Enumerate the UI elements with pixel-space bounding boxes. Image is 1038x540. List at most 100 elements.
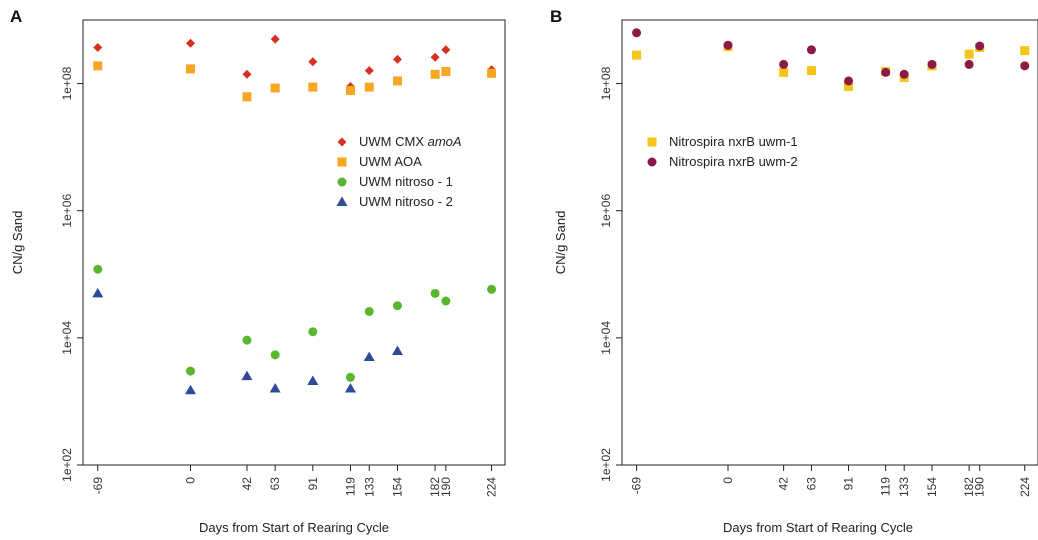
panel-b-y-tick-label: 1e+06 bbox=[599, 194, 613, 228]
panel-b-series-2-point bbox=[779, 59, 789, 69]
panel-a-series-1-point bbox=[186, 38, 196, 48]
panel-b-x-tick-label: 119 bbox=[879, 477, 893, 496]
panel-a-y-tick-label: 1e+04 bbox=[60, 321, 74, 355]
panel-a-series-4-point bbox=[269, 382, 281, 393]
panel-b-legend-marker bbox=[647, 137, 657, 147]
panel-b-series-1-point bbox=[779, 67, 789, 77]
panel-b-series-2-point bbox=[632, 28, 642, 38]
panel-b-x-tick-label: 63 bbox=[804, 477, 818, 491]
panel-b-legend-label: Nitrospira nxrB uwm-2 bbox=[669, 154, 798, 169]
panel-b-series-1-point bbox=[806, 66, 816, 76]
panel-a-series-4-point bbox=[307, 375, 319, 385]
panel-a-x-axis-title: Days from Start of Rearing Cycle bbox=[199, 520, 389, 535]
panel-a-series-2-point bbox=[186, 64, 196, 74]
panel-b-y-tick-label: 1e+04 bbox=[599, 321, 613, 355]
panel-a-series-4-point bbox=[92, 287, 104, 298]
panel-a-series-4-point bbox=[344, 382, 356, 393]
panel-b-x-tick-label: 133 bbox=[897, 477, 911, 497]
panel-a-x-tick-label: 119 bbox=[343, 477, 357, 496]
panel-a-legend-label: UWM nitroso - 1 bbox=[359, 174, 453, 189]
panel-a-legend: UWM CMX amoA UWM AOA UWM nitroso - 1 UWM ni… bbox=[336, 134, 462, 209]
panel-b-series-2-point bbox=[723, 40, 733, 50]
panel-b-series-2-point bbox=[844, 76, 854, 86]
panel-a-series-2-point bbox=[487, 68, 497, 78]
panel-a-series-3-point bbox=[93, 264, 103, 274]
panel-b-series-1-point bbox=[1020, 46, 1030, 56]
panel-a-series-1-point bbox=[364, 66, 374, 76]
panel-b-y-tick-label: 1e+08 bbox=[599, 66, 613, 100]
panel-a-series-2-point bbox=[93, 61, 103, 71]
panel-b-x-tick-label: -69 bbox=[630, 477, 644, 495]
panel-a-series-2-point bbox=[441, 66, 451, 76]
panel-a-y-tick-label: 1e+08 bbox=[60, 66, 74, 100]
panel-a-letter: A bbox=[10, 7, 22, 26]
panel-b-x-tick-label: 154 bbox=[925, 477, 939, 497]
panel-b-x-axis-title: Days from Start of Rearing Cycle bbox=[723, 520, 913, 535]
panel-a-series-3-point bbox=[308, 327, 318, 337]
panel-a-legend-label-italic: amoA bbox=[428, 134, 462, 149]
panel-b-legend-label: Nitrospira nxrB uwm-1 bbox=[669, 134, 798, 149]
panel-b-series-2-point bbox=[899, 69, 909, 79]
panel-b-x-tick-label: 182 bbox=[962, 477, 976, 497]
panel-a-series-3-point bbox=[441, 296, 451, 306]
panel-a-series-4-point bbox=[241, 370, 253, 381]
panel-b-legend-marker bbox=[647, 157, 657, 167]
panel-a-series-2-point bbox=[364, 82, 374, 92]
panel-b-series-2-point bbox=[927, 59, 937, 69]
panel-b-series-1-point bbox=[964, 49, 974, 59]
panel-a-legend-marker bbox=[337, 177, 347, 187]
panel-a-series-2-point bbox=[308, 82, 318, 92]
panel-a-x-tick-label: 182 bbox=[428, 477, 442, 497]
panel-a-series-4-point bbox=[363, 351, 375, 361]
panel-a-series-2-point bbox=[270, 83, 280, 93]
panel-b-x-tick-label: 91 bbox=[842, 477, 856, 491]
panel-b-x-tick-label: 224 bbox=[1018, 477, 1032, 497]
panel-a-series-3-point bbox=[186, 366, 196, 376]
panel-a-legend-marker bbox=[336, 196, 348, 206]
panel-a-series-1 bbox=[93, 34, 497, 91]
panel-a-series-3 bbox=[93, 264, 497, 382]
panel-a-series-4 bbox=[92, 287, 403, 395]
panel-b-series-2-point bbox=[881, 67, 891, 77]
panel-a-x-tick-label: 91 bbox=[306, 477, 320, 491]
panel-b-x-tick-label: 0 bbox=[721, 477, 735, 484]
panel-a-x-tick-label: 63 bbox=[268, 477, 282, 491]
panel-a-series-2 bbox=[93, 61, 497, 102]
panel-b-series-1-point bbox=[632, 50, 642, 60]
panel-a-x-tick-label: 133 bbox=[362, 477, 376, 497]
panel-a-series-2-point bbox=[345, 85, 355, 95]
panel-a-series-1-point bbox=[270, 34, 280, 44]
panel-a-series-3-point bbox=[364, 306, 374, 316]
panel-a-series-3-point bbox=[270, 350, 280, 360]
panel-a-series-4-point bbox=[185, 384, 197, 395]
panel-a-series-3-point bbox=[430, 288, 440, 298]
panel-a-x-tick-label: -69 bbox=[91, 477, 105, 495]
panel-b-plot-frame bbox=[621, 19, 1038, 466]
panel-a-series-1-point bbox=[441, 45, 451, 55]
panel-b-x-tick-label: 42 bbox=[777, 477, 791, 491]
panel-a-series-3-point bbox=[345, 372, 355, 382]
panel-a-series-3-point bbox=[242, 335, 252, 345]
panel-b-series-2-point bbox=[975, 41, 985, 51]
panel-a-x-tick-label: 0 bbox=[184, 477, 198, 484]
panel-a-x-tick-label: 154 bbox=[390, 477, 404, 497]
panel-a-series-4-point bbox=[391, 345, 403, 356]
panel-a-y-tick-label: 1e+06 bbox=[60, 194, 74, 228]
panel-a-series-2-point bbox=[392, 76, 402, 86]
panel-a-series-3-point bbox=[392, 301, 402, 311]
panel-a-series-1-point bbox=[93, 42, 103, 52]
panel-a-series-1-point bbox=[392, 54, 402, 64]
panel-a-y-axis-title: CN/g Sand bbox=[10, 211, 25, 275]
panel-a-x-tick-label: 190 bbox=[439, 477, 453, 497]
panel-b-legend: Nitrospira nxrB uwm-1 Nitrospira nxrB uwm… bbox=[647, 134, 798, 169]
panel-a-series-2-point bbox=[430, 69, 440, 79]
panel-b-series-1-point bbox=[844, 81, 854, 91]
panel-a-series-1-point bbox=[308, 57, 318, 67]
panel-a-legend-label: UWM CMX amoA bbox=[359, 134, 462, 149]
panel-a-x-tick-label: 224 bbox=[485, 477, 499, 497]
panel-a-series-1-point bbox=[242, 69, 252, 79]
panel-a-series-3-point bbox=[487, 284, 497, 294]
panel-b-y-tick-label: 1e+02 bbox=[599, 448, 613, 482]
panel-a-series-2-point bbox=[242, 92, 252, 102]
